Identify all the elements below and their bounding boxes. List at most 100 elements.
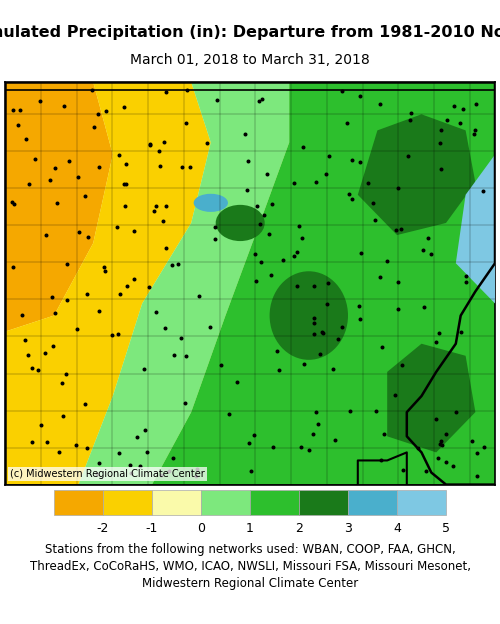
- Point: [462, 271, 469, 281]
- Point: [74, 172, 82, 182]
- Text: Stations from the following networks used: WBAN, COOP, FAA, GHCN,
ThreadEx, CoCo: Stations from the following networks use…: [30, 543, 470, 590]
- Point: [364, 178, 372, 188]
- Point: [214, 95, 222, 105]
- Point: [432, 337, 440, 347]
- Point: [182, 351, 190, 361]
- Point: [248, 466, 256, 476]
- Point: [146, 139, 154, 149]
- Point: [22, 134, 30, 144]
- Point: [368, 198, 376, 208]
- Point: [10, 199, 18, 209]
- Point: [432, 414, 440, 424]
- Ellipse shape: [194, 194, 228, 212]
- Point: [182, 85, 190, 95]
- Point: [318, 327, 326, 337]
- Point: [9, 105, 17, 115]
- Point: [123, 281, 131, 291]
- Point: [348, 193, 356, 203]
- Point: [94, 162, 102, 172]
- Point: [294, 221, 302, 231]
- Point: [81, 190, 89, 200]
- Point: [108, 329, 116, 339]
- Point: [272, 346, 280, 356]
- Point: [60, 101, 68, 111]
- Point: [312, 407, 320, 417]
- Point: [266, 270, 274, 280]
- Bar: [299, 490, 348, 515]
- Point: [34, 365, 42, 375]
- Point: [24, 350, 32, 360]
- Text: 1: 1: [246, 522, 254, 535]
- Point: [76, 228, 84, 238]
- Point: [260, 210, 268, 220]
- Point: [290, 178, 298, 188]
- Point: [112, 222, 120, 232]
- Point: [36, 96, 44, 106]
- Point: [120, 102, 128, 112]
- Point: [376, 455, 384, 465]
- Point: [30, 154, 38, 164]
- Point: [348, 155, 356, 165]
- Point: [394, 305, 402, 314]
- Point: [156, 161, 164, 171]
- Point: [472, 125, 480, 135]
- Point: [203, 138, 211, 148]
- Point: [392, 225, 400, 235]
- Point: [182, 118, 190, 128]
- Point: [427, 250, 435, 260]
- Point: [162, 201, 170, 211]
- Point: [276, 365, 283, 375]
- Point: [141, 426, 149, 436]
- Point: [102, 106, 110, 116]
- Point: [178, 162, 186, 172]
- Point: [165, 466, 173, 475]
- Point: [116, 448, 124, 458]
- Point: [100, 261, 108, 271]
- Point: [160, 137, 168, 147]
- Point: [300, 359, 308, 369]
- Point: [192, 464, 200, 474]
- Point: [64, 295, 72, 305]
- Point: [114, 150, 122, 160]
- Point: [140, 364, 147, 374]
- Text: (c) Midwestern Regional Climate Center: (c) Midwestern Regional Climate Center: [10, 469, 204, 479]
- Point: [332, 435, 340, 445]
- Point: [225, 409, 233, 419]
- Point: [424, 233, 432, 243]
- Point: [328, 364, 336, 374]
- Point: [162, 87, 170, 97]
- Point: [116, 288, 124, 298]
- Point: [462, 277, 470, 287]
- Point: [480, 442, 488, 452]
- Point: [346, 406, 354, 416]
- Point: [316, 349, 324, 359]
- Bar: [152, 490, 201, 515]
- Point: [72, 439, 80, 449]
- Point: [26, 179, 34, 189]
- Point: [290, 251, 298, 261]
- Point: [81, 399, 89, 409]
- Point: [436, 439, 444, 449]
- Bar: [250, 490, 299, 515]
- Point: [211, 222, 219, 232]
- Point: [94, 109, 102, 119]
- Point: [28, 437, 36, 447]
- Point: [404, 151, 412, 161]
- Point: [356, 157, 364, 167]
- Text: -2: -2: [97, 522, 109, 535]
- Bar: [397, 490, 446, 515]
- Polygon shape: [456, 155, 495, 303]
- Point: [371, 215, 379, 225]
- Point: [244, 438, 252, 448]
- Text: 4: 4: [393, 522, 401, 535]
- Point: [37, 421, 45, 431]
- Point: [250, 430, 258, 440]
- Point: [96, 306, 104, 316]
- Point: [270, 442, 278, 452]
- Point: [58, 411, 66, 421]
- Point: [150, 206, 158, 216]
- Point: [142, 447, 150, 457]
- Point: [51, 308, 59, 318]
- Point: [310, 318, 318, 328]
- Point: [305, 445, 313, 455]
